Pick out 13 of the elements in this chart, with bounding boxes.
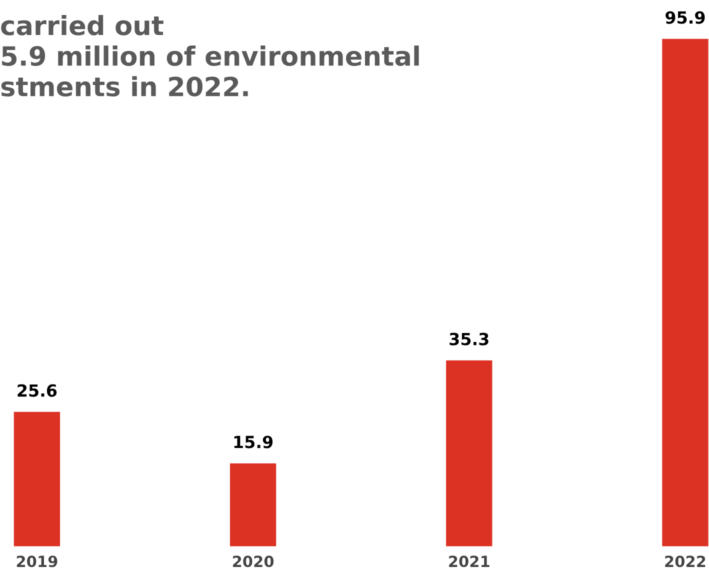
x-tick-label: 2022 [665,556,706,568]
bar [228,462,278,547]
data-label: 25.6 [18,384,57,397]
data-label: 35.3 [450,332,488,346]
x-tick-label: 2021 [449,556,490,568]
data-label: 15.9 [234,436,273,448]
bar [12,410,62,547]
bar [660,37,709,547]
x-tick-label: 2019 [16,556,58,568]
chart-title: carried out 5.9 million of environmental stments in 2022. [1,15,419,97]
bar [444,359,494,547]
data-label: 95.9 [666,11,705,24]
x-tick-label: 2020 [232,556,274,568]
